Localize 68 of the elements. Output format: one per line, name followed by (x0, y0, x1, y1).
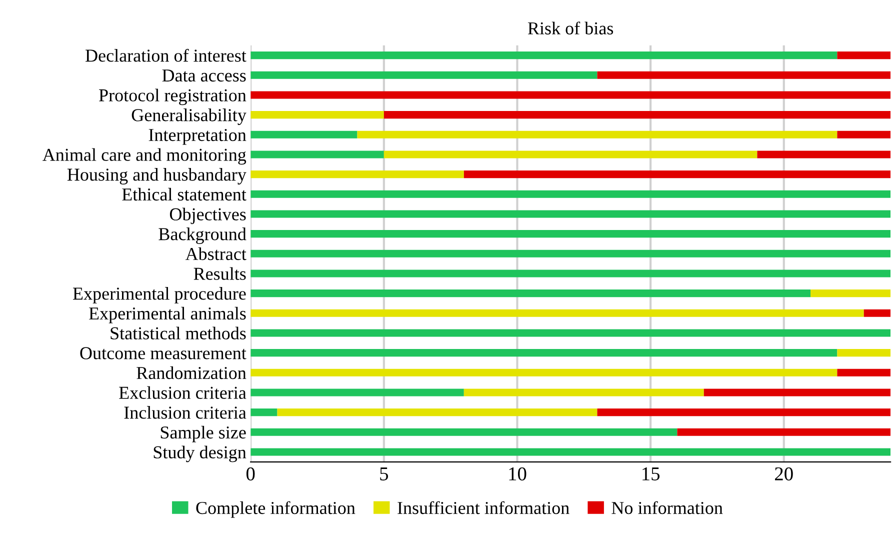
y-tick-label: Abstract (185, 247, 246, 260)
bar (250, 150, 384, 158)
y-tick-label: Randomization (136, 366, 246, 380)
y-tick-label: Animal care and monitoring (42, 148, 246, 165)
y-tick-label: Outcome measurement (80, 347, 246, 360)
bar (677, 428, 891, 436)
y-tick-label: Ethical statement (122, 188, 246, 201)
legend-label: No information (612, 501, 723, 514)
x-tick-label: 0 (246, 467, 255, 480)
y-tick-label: Objectives (170, 208, 246, 224)
y-tick-label: Results (194, 267, 246, 280)
bar (837, 130, 891, 138)
y-tick-label: Sample size (160, 426, 246, 442)
y-tick-label: Background (158, 228, 246, 244)
y-tick-label: Protocol registration (99, 88, 246, 106)
bar (864, 309, 891, 317)
chart-title: Risk of bias (528, 22, 614, 34)
bar (250, 130, 358, 138)
bar (597, 408, 891, 416)
bar (250, 230, 891, 238)
bar (704, 388, 891, 396)
bar (250, 91, 891, 99)
y-tick-label: Statistical methods (110, 326, 246, 340)
bar (597, 71, 891, 79)
x-tick-label: 15 (642, 467, 660, 480)
y-tick-label: Data access (162, 70, 246, 82)
bar (250, 290, 811, 298)
bar (250, 388, 464, 396)
bar (250, 349, 838, 357)
y-tick-label: Inclusion criteria (124, 406, 246, 419)
bar (837, 349, 891, 357)
bar (837, 52, 891, 60)
x-tick-label: 5 (380, 468, 388, 480)
y-tick-label: Experimental animals (89, 306, 246, 324)
bar (250, 52, 838, 60)
y-tick-label: Experimental procedure (73, 287, 246, 304)
y-tick-label: Declaration of interest (86, 48, 246, 62)
legend-label: Complete information (196, 501, 356, 518)
bar (464, 170, 891, 178)
bar (250, 428, 678, 436)
bar (250, 111, 384, 119)
bar (250, 368, 838, 376)
bar (837, 368, 891, 376)
bar (464, 388, 704, 396)
y-tick-label: Generalisability (132, 108, 246, 125)
bar (810, 290, 891, 298)
x-tick-label: 10 (509, 467, 526, 480)
y-tick-label: Housing and husbandary (67, 168, 246, 184)
bar (250, 71, 598, 79)
bar (277, 408, 598, 416)
legend-label: Insufficient information (398, 501, 570, 514)
bar (250, 170, 464, 178)
bar (757, 150, 891, 158)
bar (250, 329, 891, 337)
y-tick-label: Exclusion criteria (119, 386, 246, 399)
bar (250, 270, 891, 278)
bar (250, 250, 891, 258)
y-tick-label: Study design (154, 446, 246, 462)
bar (250, 448, 891, 456)
bar (250, 408, 278, 416)
x-tick-label: 20 (775, 467, 793, 480)
y-tick-label: Interpretation (148, 128, 246, 145)
bar (250, 309, 864, 317)
bar (384, 111, 891, 119)
bar (357, 130, 838, 138)
bar (250, 210, 891, 218)
bar (384, 150, 758, 158)
bar (250, 190, 891, 198)
